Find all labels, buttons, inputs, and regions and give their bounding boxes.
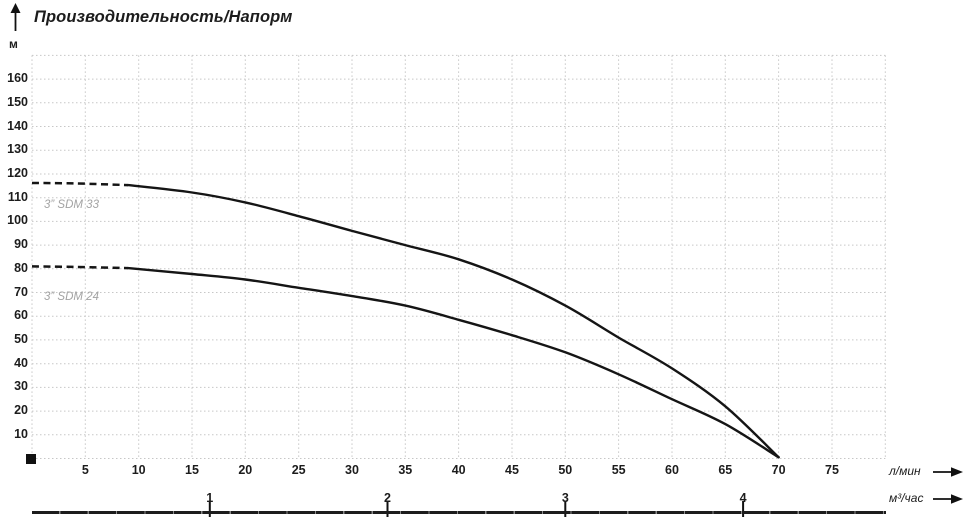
y-tick-label: 130 — [7, 142, 28, 157]
series-curve-0 — [126, 183, 780, 459]
y-axis-arrow-icon — [10, 3, 21, 31]
series-label-0: 3” SDM 33 — [44, 199, 99, 211]
x-tick-label: 25 — [291, 463, 306, 477]
series-curve-dashed-0 — [31, 181, 129, 187]
m3h-tick-label: 4 — [739, 491, 747, 505]
series-curve-dashed-1 — [31, 265, 129, 270]
x-tick-label: 30 — [345, 463, 359, 477]
x-tick-label: 65 — [718, 463, 733, 477]
series-curve-1 — [126, 266, 780, 459]
y-tick-label: 120 — [7, 165, 28, 180]
y-tick-label: 150 — [7, 94, 28, 109]
y-tick-label: 90 — [14, 237, 28, 252]
chart-title: Производительность/Напорм — [34, 8, 293, 26]
x-tick-label: 45 — [505, 463, 519, 477]
origin-marker — [26, 454, 36, 464]
x-tick-label: 40 — [451, 463, 466, 477]
x-tick-label: 20 — [238, 463, 253, 477]
y-tick-label: 100 — [7, 213, 28, 228]
y-tick-label: 20 — [14, 403, 28, 418]
y-tick-label: 160 — [7, 71, 28, 86]
y-axis-unit-label: м — [9, 37, 18, 51]
y-tick-label: 40 — [14, 355, 28, 370]
x-tick-label: 50 — [558, 463, 573, 477]
m3h-tick-label: 1 — [206, 491, 214, 505]
m3h-tick-label: 2 — [384, 491, 391, 505]
y-tick-label: 30 — [14, 379, 28, 394]
x-tick-label: 5 — [81, 463, 89, 477]
x-tick-label: 70 — [771, 463, 786, 477]
y-tick-label: 60 — [14, 308, 28, 323]
x-axis-secondary-arrow-icon — [933, 494, 963, 504]
secondary-axis-line — [32, 511, 886, 514]
y-tick-label: 140 — [7, 118, 28, 133]
x-axis-primary-unit-label: л/мин — [889, 464, 921, 478]
x-tick-label: 10 — [131, 463, 146, 477]
y-tick-label: 50 — [14, 331, 28, 346]
y-tick-label: 80 — [14, 260, 28, 275]
y-tick-label: 70 — [14, 284, 28, 299]
y-tick-label: 10 — [14, 426, 28, 441]
x-axis-secondary-unit-label: м³/час — [889, 491, 924, 505]
x-tick-label: 15 — [185, 463, 199, 477]
series-label-1: 3” SDM 24 — [44, 291, 99, 303]
x-tick-label: 35 — [398, 463, 413, 477]
x-axis-primary-arrow-icon — [933, 467, 963, 477]
x-tick-label: 60 — [665, 463, 679, 477]
m3h-tick-label: 3 — [561, 491, 569, 505]
y-tick-label: 110 — [7, 189, 28, 204]
x-tick-label: 55 — [611, 463, 626, 477]
x-tick-label: 75 — [825, 463, 839, 477]
